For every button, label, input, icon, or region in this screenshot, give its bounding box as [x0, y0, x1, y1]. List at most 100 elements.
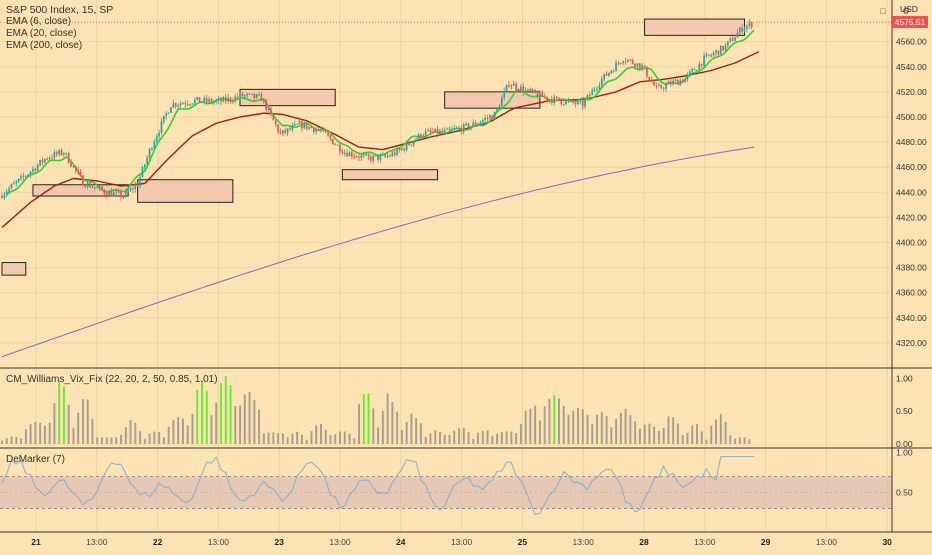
y-tick-label: 4540.00 — [896, 62, 927, 72]
candle-body — [515, 83, 517, 90]
candle-body — [174, 103, 177, 107]
candle-body — [310, 126, 313, 129]
candle-body — [391, 152, 394, 156]
vix-bar — [638, 428, 641, 444]
candle-body — [741, 27, 744, 32]
vix-bar — [410, 413, 413, 444]
vix-bar — [348, 433, 351, 444]
candle-body — [462, 124, 465, 132]
vix-bar — [224, 376, 227, 444]
candle-body — [39, 160, 41, 166]
candle-body — [108, 191, 110, 196]
vix-bar — [262, 433, 265, 444]
vix-bar — [700, 431, 703, 444]
chart-title[interactable]: S&P 500 Index, 15, SP — [6, 4, 114, 16]
vix-bar — [101, 437, 103, 444]
candle-body — [727, 41, 729, 46]
candle-body — [122, 196, 125, 198]
vix-bar — [320, 424, 322, 444]
legend-ema20[interactable]: EMA (20, close) — [6, 28, 77, 39]
vix-bar — [58, 381, 61, 444]
y-tick-label: 4440.00 — [896, 187, 927, 197]
grid-lines — [0, 0, 892, 532]
settings-icon[interactable]: ⚙ — [901, 6, 911, 16]
vix-bar — [634, 421, 637, 444]
vix-bar — [696, 423, 698, 444]
candle-body — [362, 154, 365, 156]
candle-body — [420, 134, 422, 138]
vix-bar — [486, 430, 489, 444]
candle-body — [365, 154, 367, 156]
legend-ema200[interactable]: EMA (200, close) — [6, 40, 83, 51]
vix-bar — [201, 380, 203, 444]
demarker-title[interactable]: DeMarker (7) — [6, 454, 65, 465]
main-legend: S&P 500 Index, 15, SP EMA (6, close) EMA… — [6, 4, 113, 52]
candle-body — [236, 96, 239, 98]
candle-body — [589, 94, 591, 96]
candle-body — [450, 129, 453, 131]
candle-body — [265, 100, 268, 111]
candle-body — [736, 32, 739, 38]
vix-bar — [429, 433, 432, 444]
vix-bar — [105, 437, 108, 444]
candle-body — [270, 108, 272, 115]
candle-body — [367, 154, 370, 157]
vix-bar — [186, 425, 189, 444]
legend-ema6[interactable]: EMA (6, close) — [6, 16, 72, 27]
vix-bar — [710, 425, 713, 444]
candle-body — [529, 88, 532, 92]
candle-body — [22, 175, 25, 177]
candle-body — [627, 59, 629, 62]
candle-body — [334, 144, 337, 146]
vix-bar — [205, 390, 208, 444]
candle-body — [220, 99, 222, 102]
vix-bar — [215, 402, 218, 444]
candle-body — [53, 152, 56, 158]
y-tick-label: 4320.00 — [896, 338, 927, 348]
candle-body — [622, 61, 625, 64]
vix-bar — [743, 437, 746, 444]
vix-bar — [453, 430, 456, 444]
vix-bar — [643, 424, 646, 444]
vix-bar — [72, 427, 75, 444]
maximize-icon[interactable]: □ — [880, 6, 886, 16]
candle-body — [481, 120, 484, 123]
candle-body — [312, 128, 315, 133]
candle-body — [117, 191, 120, 193]
candle-body — [155, 136, 158, 142]
candle-body — [331, 138, 334, 145]
zone-box — [444, 91, 541, 109]
candle-body — [684, 79, 686, 83]
candle-body — [565, 100, 567, 105]
demarker-panel — [0, 456, 892, 515]
y-tick-label: 4520.00 — [896, 87, 927, 97]
candle-body — [600, 79, 603, 86]
candle-body — [324, 129, 327, 133]
candle-body — [212, 101, 215, 103]
candle-body — [67, 153, 70, 163]
vix-bar — [510, 431, 513, 444]
vix-title[interactable]: CM_Williams_Vix_Fix (22, 20, 2, 50, 0.85… — [6, 374, 218, 385]
vix-bar — [343, 431, 346, 444]
x-tick-label: 13:00 — [451, 537, 473, 547]
candle-body — [584, 99, 586, 107]
candle-body — [572, 99, 575, 103]
candle-body — [208, 99, 210, 102]
candle-body — [82, 175, 84, 186]
vix-bar — [415, 417, 418, 444]
candle-body — [86, 182, 89, 187]
candle-body — [13, 183, 15, 185]
candle-body — [10, 184, 13, 189]
candle-body — [567, 100, 570, 102]
vix-bar — [120, 434, 122, 444]
candle-body — [610, 70, 613, 73]
candle-body — [267, 108, 270, 111]
candle-body — [27, 174, 30, 177]
candle-body — [612, 70, 615, 72]
vix-bar — [381, 410, 384, 444]
y-tick-label: 4380.00 — [896, 263, 927, 273]
demarker-legend: DeMarker (7) — [6, 454, 65, 466]
candle-body — [634, 63, 636, 68]
vix-bar — [619, 412, 622, 444]
